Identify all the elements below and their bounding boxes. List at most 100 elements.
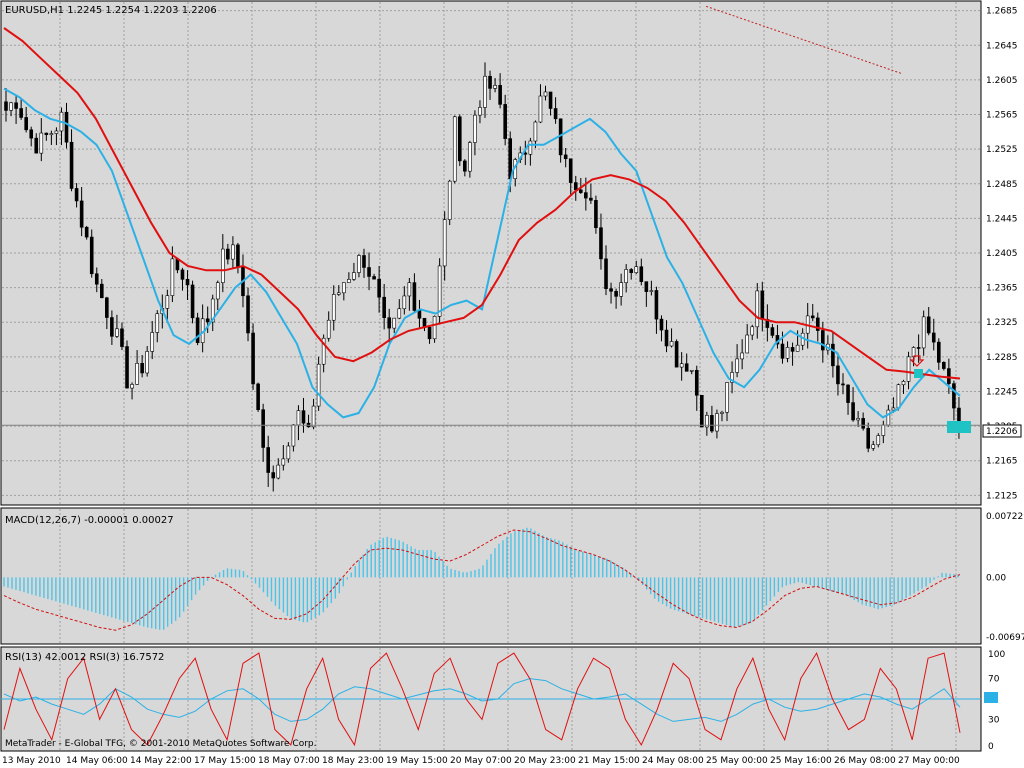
candle-body [942,362,946,369]
candle-body [926,316,931,334]
price-tick-label: 1.2245 [986,387,1018,397]
candle-body [44,132,49,136]
candle-body [195,317,200,343]
symbol-header: EURUSD,H1 1.2245 1.2254 1.2203 1.2206 [5,5,217,16]
candle-body [921,316,926,349]
candle-body [755,290,760,328]
candle-body [533,121,538,142]
candle-body [140,363,144,374]
fast-moving-average [3,87,961,419]
time-tick-label: 14 May 06:00 [66,756,128,766]
price-tick-label: 1.2325 [986,318,1018,328]
candle-body [89,236,94,275]
time-tick-label: 27 May 00:00 [898,756,960,766]
candle-body [821,330,825,351]
candle-body [437,265,442,317]
candle-body [831,343,835,367]
candle-body [74,188,79,202]
candle-body [19,108,23,118]
time-tick-label: 25 May 16:00 [770,756,832,766]
candle-body [276,464,281,479]
time-tick-label: 24 May 08:00 [642,756,704,766]
candle-body [296,410,301,426]
candle-body [861,418,865,429]
price-tick-label: 1.2645 [986,41,1018,51]
candle-body [538,95,543,123]
candle-body [679,363,684,368]
price-tick-label: 1.2165 [986,457,1018,467]
candle-body [745,334,749,354]
current-price-tag [982,424,1022,438]
candle-body [846,384,850,403]
candle-body [725,382,729,413]
candle-body [286,445,291,460]
candle-body [629,269,634,273]
candle-body [508,138,513,179]
time-tick-label: 17 May 15:00 [194,756,256,766]
candle-body [836,365,840,385]
candle-body [316,363,321,407]
candle-body [271,472,276,479]
candle-body [281,458,286,466]
price-tick-label: 1.2685 [986,7,1018,17]
macd-tick-label: -0.00697 [986,633,1024,643]
candle-body [215,282,220,300]
candle-body [851,402,855,421]
candle-body [498,85,502,105]
candle-body [397,308,402,319]
candle-body [427,326,432,340]
candle-body [760,290,765,320]
candle-body [34,137,39,154]
candle-body [256,383,260,410]
price-tick-label: 1.2125 [986,491,1018,501]
candle-body [442,219,447,267]
trend-line[interactable] [705,5,903,75]
price-tick-label: 1.2525 [986,145,1018,155]
candle-body [447,180,452,220]
candle-body [407,282,412,297]
candle-body [594,200,598,229]
candle-body [639,266,644,282]
candle-body [694,369,699,396]
time-tick-label: 26 May 08:00 [834,756,896,766]
candle-body [644,281,649,292]
candle-body [246,295,250,334]
candle-body [659,318,664,331]
time-tick-label: 20 May 07:00 [450,756,512,766]
signal-marker-square [914,369,923,378]
time-tick-label: 21 May 15:00 [578,756,640,766]
candle-body [4,101,8,111]
candle-body [417,310,422,319]
candle-body [94,273,99,285]
candle-body [29,129,34,139]
candle-body [674,341,679,368]
candle-body [952,383,956,409]
price-tick-label: 1.2405 [986,249,1018,259]
time-tick-label: 25 May 00:00 [706,756,768,766]
candle-body [311,405,316,428]
slow-moving-average [3,27,961,380]
candle-body [810,315,815,319]
price-tick-label: 1.2605 [986,76,1018,86]
rsi-tick-label: 30 [988,715,1000,725]
candle-body [221,248,225,283]
candle-body [226,248,230,260]
price-tick-label: 1.2485 [986,180,1018,190]
candle-body [49,133,54,136]
candle-body [165,295,170,309]
price-tick-label: 1.2445 [986,214,1018,224]
candle-body [190,284,195,319]
candle-body [180,269,185,280]
candle-body [654,290,659,320]
candle-body [916,347,921,349]
candle-body [412,282,417,311]
time-tick-label: 20 May 23:00 [514,756,576,766]
price-tick-label: 1.2365 [986,284,1018,294]
signal-marker-block [947,421,971,433]
candle-body [54,130,59,134]
candle-body [589,197,593,201]
candle-body [866,427,871,449]
time-tick-label: 18 May 23:00 [322,756,384,766]
time-tick-label: 19 May 15:00 [386,756,448,766]
